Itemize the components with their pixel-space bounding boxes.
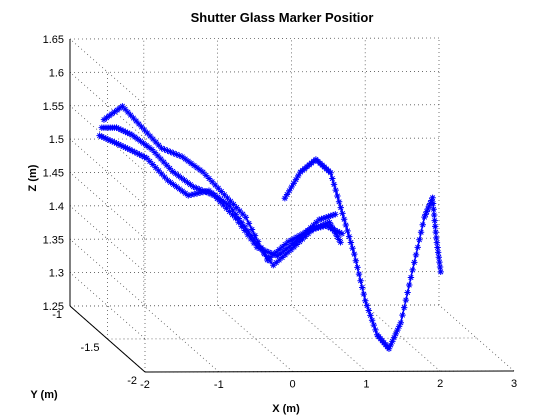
data-point-star <box>372 327 378 333</box>
z-tick-label: 1.5 <box>49 134 64 146</box>
y-tick-label: -2 <box>127 375 137 387</box>
y-tick-label: -1.5 <box>81 342 100 354</box>
data-point-star <box>430 206 436 212</box>
data-point-star <box>369 317 375 323</box>
data-point-star <box>404 289 410 295</box>
data-point-star <box>243 214 249 220</box>
data-point-star <box>436 259 442 265</box>
z-tick-label: 1.4 <box>49 201 64 213</box>
data-point-star <box>242 227 248 233</box>
data-point-star <box>248 236 254 242</box>
data-point-star <box>232 215 238 221</box>
x-tick-label: 2 <box>437 378 443 390</box>
z-tick-label: 1.6 <box>49 67 64 79</box>
chart-title: Shutter Glass Marker Positior <box>191 10 374 25</box>
data-point-star <box>235 219 241 225</box>
data-point-star <box>261 251 267 257</box>
data-point-star <box>339 230 345 236</box>
x-tick-label: -2 <box>140 379 150 391</box>
z-axis-label: Z (m) <box>27 164 39 191</box>
data-point-star <box>429 195 435 201</box>
data-point-star <box>327 170 333 176</box>
data-point-star <box>433 235 439 241</box>
data-point-star <box>418 229 424 235</box>
z-tick-label: 1.3 <box>49 268 64 280</box>
z-tick-label: 1.25 <box>43 301 64 313</box>
data-point-star <box>332 211 338 217</box>
z-tick-label: 1.55 <box>43 101 64 113</box>
data-point-star <box>436 254 442 260</box>
x-axis-label: X (m) <box>272 403 300 415</box>
data-point-star <box>401 304 407 310</box>
data-point-star <box>339 210 345 216</box>
data-point-star <box>346 233 352 239</box>
z-tick-label: 1.45 <box>43 168 64 180</box>
data-point-star <box>249 226 255 232</box>
data-point-star <box>238 223 244 229</box>
x-tick-label: 0 <box>290 379 296 391</box>
y-axis-label: Y (m) <box>30 389 58 401</box>
data-point-star <box>399 312 405 318</box>
data-point-star <box>361 291 367 297</box>
data-point-star <box>416 237 422 243</box>
z-tick-label: 1.35 <box>43 234 64 246</box>
x-tick-label: -1 <box>214 379 224 391</box>
data-point-star <box>331 181 337 187</box>
data-point-star <box>432 223 438 229</box>
data-point-star <box>362 298 368 304</box>
x-tick-label: 3 <box>511 378 517 390</box>
data-point-star <box>246 220 252 226</box>
data-point-star <box>343 222 349 228</box>
x-tick-label: 1 <box>363 378 369 390</box>
data-point-star <box>359 284 365 290</box>
z-tick-label: 1.65 <box>43 34 64 46</box>
data-point-star <box>245 232 251 238</box>
data-point-star <box>403 297 409 303</box>
data-point-star <box>431 212 437 218</box>
